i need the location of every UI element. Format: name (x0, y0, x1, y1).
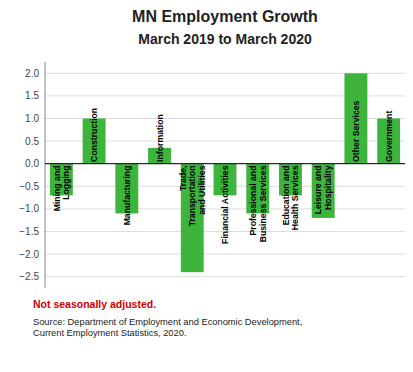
annotation-line: Not seasonally adjusted. (33, 298, 156, 310)
category-label-line: Financial Activities (220, 165, 230, 244)
category-label: Construction (89, 108, 99, 162)
bar (312, 164, 335, 218)
category-label: Education andHealth Services (281, 165, 301, 230)
category-label: Leisure andHospitality (313, 165, 333, 214)
category-label: Manufacturing (122, 166, 132, 226)
category-label: Financial Activities (220, 165, 230, 244)
category-label: Mining andLogging (52, 166, 72, 212)
category-label-line: Leisure and (313, 166, 323, 215)
category-label-line: Professional and (248, 166, 258, 236)
grid-line (45, 254, 405, 255)
category-label-line: Manufacturing (122, 166, 132, 226)
y-tick-label: −0.5 (19, 181, 39, 192)
category-label-line: Hospitality (323, 165, 333, 210)
title: MN Employment Growth (132, 8, 318, 25)
y-tick-label: 1.0 (25, 113, 39, 124)
category-label: Trade,Transportationand Utilities (178, 165, 207, 226)
y-tick-label: 0.5 (25, 136, 39, 147)
y-tick-label: −1.5 (19, 226, 39, 237)
category-label-line: Business Services (258, 165, 268, 242)
category-label-line: Other Services (351, 100, 361, 161)
category-label-line: Logging (61, 166, 71, 200)
annotation: Not seasonally adjusted. (33, 298, 156, 310)
annotation-line: Source: Department of Employment and Eco… (33, 317, 302, 327)
category-label: Government (384, 111, 394, 162)
bars (50, 73, 400, 272)
chart: MN Employment Growth March 2019 to March … (0, 0, 413, 372)
category-label: Professional andBusiness Services (248, 165, 268, 242)
y-axis-line (45, 62, 46, 288)
category-label-line: Mining and (52, 166, 62, 212)
category-label-line: and Utilities (197, 165, 207, 214)
category-label-line: Health Services (290, 165, 300, 230)
y-tick-label: 1.5 (25, 90, 39, 101)
category-label-line: Transportation (187, 166, 197, 227)
bar (344, 73, 367, 163)
y-tick-label: 0.0 (25, 158, 39, 169)
y-tick-label: −1.0 (19, 203, 39, 214)
annotation: Source: Department of Employment and Eco… (33, 317, 302, 339)
grid-line (45, 276, 405, 277)
grid-line (45, 163, 405, 164)
y-tick-label: −2.5 (19, 271, 39, 282)
y-tick-label: −2.0 (19, 249, 39, 260)
grid (45, 73, 405, 276)
annotation-line: Current Employment Statistics, 2020. (33, 328, 186, 338)
category-label: Information (155, 114, 165, 162)
category-label-line: Information (155, 114, 165, 162)
category-label-line: Government (384, 111, 394, 162)
category-label-line: Education and (281, 166, 291, 226)
zero-line (45, 163, 405, 164)
y-tick-label: 2.0 (25, 68, 39, 79)
category-label-line: Construction (89, 108, 99, 162)
subtitle: March 2019 to March 2020 (138, 31, 312, 47)
category-label-line: Trade, (178, 166, 188, 192)
category-label: Other Services (351, 100, 361, 161)
